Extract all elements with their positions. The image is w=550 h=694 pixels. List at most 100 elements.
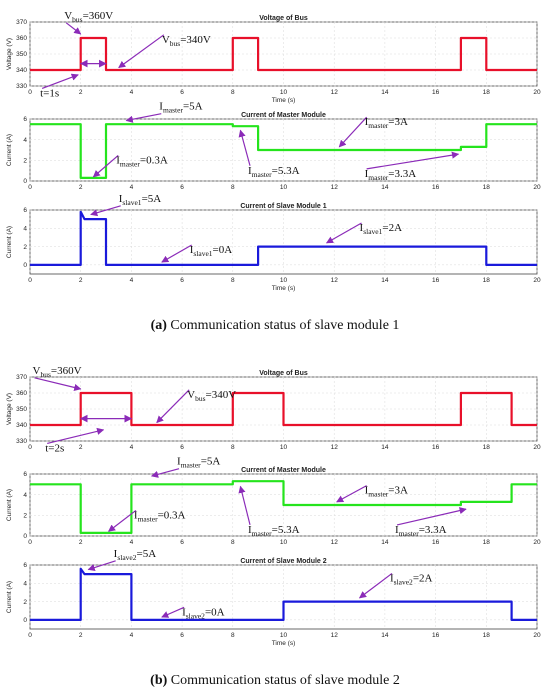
annotation-label: Islave2=0A <box>182 606 225 620</box>
y-axis-label: Voltage (V) <box>6 393 13 425</box>
x-tick-label: 6 <box>180 444 184 451</box>
annotation-label: Imaster=5.3A <box>248 524 300 538</box>
x-axis-label: Time (s) <box>272 285 296 292</box>
x-tick-label: 0 <box>28 444 32 451</box>
caption-b: (b) Communication status of slave module… <box>0 673 550 689</box>
y-axis-label: Current (A) <box>6 134 13 166</box>
x-tick-label: 10 <box>280 184 288 191</box>
x-tick-label: 20 <box>533 184 541 191</box>
series-line <box>30 36 537 72</box>
x-tick-label: 6 <box>180 632 184 639</box>
x-tick-label: 8 <box>231 89 235 96</box>
x-axis-label: Time (s) <box>272 97 296 104</box>
y-tick-label: 0 <box>23 178 27 185</box>
x-tick-label: 8 <box>231 539 235 546</box>
y-tick-label: 370 <box>16 19 27 26</box>
annotation-label: Imaster=5.3A <box>248 165 300 179</box>
x-tick-label: 20 <box>533 89 541 96</box>
annotation-arrow <box>65 22 82 35</box>
y-tick-label: 360 <box>16 35 27 42</box>
y-tick-label: 6 <box>23 207 27 214</box>
annotation-arrow <box>338 116 368 148</box>
x-tick-label: 16 <box>432 632 440 639</box>
annotation-arrow <box>47 427 105 444</box>
annotation-arrow <box>92 154 119 178</box>
annotation-label: Imaster=0.3A <box>134 509 186 523</box>
annotation-label: Islave1=2A <box>360 222 403 236</box>
x-tick-label: 2 <box>79 444 83 451</box>
x-tick-label: 10 <box>280 444 288 451</box>
x-tick-label: 14 <box>381 89 389 96</box>
x-tick-label: 2 <box>79 89 83 96</box>
y-axis-label: Current (A) <box>6 226 13 258</box>
series-line <box>30 391 537 427</box>
x-tick-label: 20 <box>533 539 541 546</box>
annotation-label: Imaster=3.3A <box>365 168 417 182</box>
annotation-label: Vbus=360V <box>33 365 82 379</box>
y-tick-label: 340 <box>16 422 27 429</box>
x-tick-label: 0 <box>28 539 32 546</box>
annotation-arrow <box>41 73 79 89</box>
y-tick-label: 330 <box>16 438 27 445</box>
x-tick-label: 4 <box>130 184 134 191</box>
chart-title: Current of Slave Module 1 <box>240 203 326 210</box>
annotation-arrow <box>358 572 393 599</box>
caption-a-letter: (a) <box>150 318 167 333</box>
annotation-arrow <box>108 509 137 532</box>
annotation-label: Islave1=0A <box>190 244 233 258</box>
x-tick-label: 10 <box>280 89 288 96</box>
x-tick-label: 2 <box>79 632 83 639</box>
annotation-label: Imaster=5A <box>177 456 220 470</box>
y-tick-label: 2 <box>23 513 27 520</box>
y-tick-label: 330 <box>16 83 27 90</box>
annotation-arrow <box>87 560 116 572</box>
chart-title: Voltage of Bus <box>259 370 308 377</box>
annotation-label: Islave2=2A <box>390 572 433 586</box>
annotation-arrow <box>34 377 82 391</box>
x-tick-label: 4 <box>130 89 134 96</box>
x-tick-label: 12 <box>331 277 339 284</box>
caption-b-text: Communication status of slave module 2 <box>170 673 400 688</box>
x-tick-label: 16 <box>432 539 440 546</box>
x-tick-label: 14 <box>381 277 389 284</box>
x-tick-label: 20 <box>533 277 541 284</box>
annotation-label: Vbus=340V <box>187 389 236 403</box>
annotation-arrow <box>90 205 121 217</box>
caption-b-letter: (b) <box>150 673 168 688</box>
y-tick-label: 4 <box>23 492 27 499</box>
chart-panel-b-3: 0 2 4 6 8 10 12 14 16 18 20 0 2 4 6 Current of Slave Mo… <box>6 548 541 647</box>
y-axis-label: Current (A) <box>6 489 13 521</box>
annotation-arrow <box>336 485 367 503</box>
x-tick-label: 12 <box>331 89 339 96</box>
annotation-label: Vbus=360V <box>64 10 113 24</box>
x-tick-label: 14 <box>381 539 389 546</box>
y-tick-label: 4 <box>23 225 27 232</box>
caption-a: (a) Communication status of slave module… <box>0 318 550 334</box>
x-tick-label: 14 <box>381 184 389 191</box>
x-tick-label: 8 <box>231 277 235 284</box>
x-tick-label: 2 <box>79 184 83 191</box>
x-tick-label: 16 <box>432 89 440 96</box>
chart-panel-b-1: 0 2 4 6 8 10 12 14 16 18 20 330 340 350 360 370 Voltage … <box>6 365 541 455</box>
y-tick-label: 6 <box>23 562 27 569</box>
x-tick-label: 18 <box>483 539 491 546</box>
x-tick-label: 10 <box>280 632 288 639</box>
x-tick-label: 8 <box>231 632 235 639</box>
chart-panel-a-1: 0 2 4 6 8 10 12 14 16 18 20 330 340 350 360 370 Voltage … <box>6 10 541 104</box>
chart-title: Current of Master Module <box>241 112 326 119</box>
x-tick-label: 2 <box>79 277 83 284</box>
x-tick-label: 12 <box>331 444 339 451</box>
x-tick-label: 8 <box>231 444 235 451</box>
x-axis-label: Time (s) <box>272 640 296 647</box>
annotation-arrow <box>161 244 193 263</box>
annotation-arrow <box>125 113 162 123</box>
x-tick-label: 14 <box>381 632 389 639</box>
x-tick-label: 10 <box>280 277 288 284</box>
y-axis-label: Voltage (V) <box>6 38 13 70</box>
x-tick-label: 18 <box>483 184 491 191</box>
chart-panel-b-2: 0 2 4 6 8 10 12 14 16 18 20 0 2 4 6 Current of Master M… <box>6 456 541 546</box>
annotation-arrow <box>238 129 251 166</box>
annotation-arrow <box>150 468 180 478</box>
chart-title: Current of Master Module <box>241 467 326 474</box>
